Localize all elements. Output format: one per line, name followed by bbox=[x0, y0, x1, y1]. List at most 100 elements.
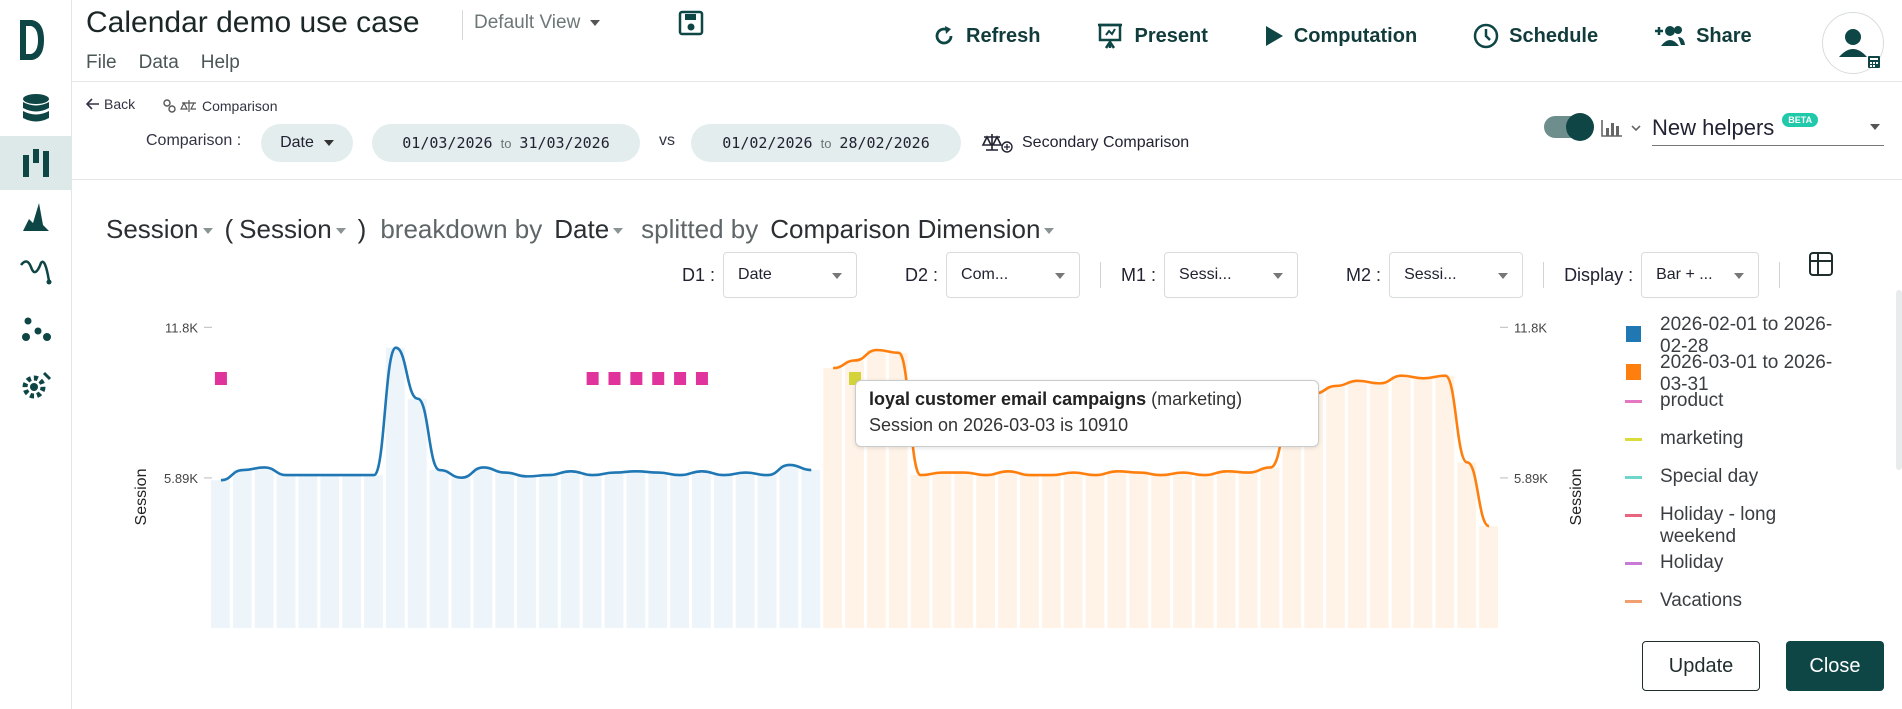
chart-bar[interactable] bbox=[976, 475, 996, 628]
sidebar-item-scatter[interactable] bbox=[0, 304, 72, 358]
legend-item[interactable]: Holiday bbox=[1622, 552, 1842, 590]
chart-bar[interactable] bbox=[604, 472, 624, 628]
chart-bar[interactable] bbox=[1063, 472, 1083, 628]
menu-help[interactable]: Help bbox=[200, 52, 240, 73]
date-range-primary[interactable]: 01/03/2026 to 31/03/2026 bbox=[372, 124, 640, 162]
chart-bar[interactable] bbox=[692, 471, 711, 628]
chart-bar[interactable] bbox=[954, 472, 974, 628]
comparison-toggle[interactable] bbox=[1544, 113, 1594, 141]
chart-bar[interactable] bbox=[779, 464, 799, 628]
event-marker[interactable] bbox=[586, 372, 599, 385]
m1-select[interactable]: Sessi... bbox=[1164, 252, 1299, 298]
event-marker[interactable] bbox=[630, 372, 643, 385]
chart-bar[interactable] bbox=[1216, 471, 1236, 628]
chart-bar[interactable] bbox=[626, 471, 646, 628]
sidebar-item-settings[interactable] bbox=[0, 358, 72, 412]
breakdown-select[interactable]: Date bbox=[554, 214, 624, 245]
avatar[interactable] bbox=[1822, 12, 1884, 74]
legend-item[interactable]: Holiday - long weekend bbox=[1622, 504, 1842, 547]
sidebar-item-distribution[interactable] bbox=[0, 190, 72, 244]
present-button[interactable]: Present bbox=[1096, 22, 1208, 50]
legend-item[interactable]: product bbox=[1622, 390, 1842, 428]
chart-bar[interactable] bbox=[1260, 467, 1280, 628]
view-selector[interactable]: Default View bbox=[474, 12, 601, 34]
series-line[interactable] bbox=[220, 346, 812, 482]
chart-bar[interactable] bbox=[1019, 475, 1039, 628]
measure-select[interactable]: Session bbox=[106, 214, 213, 245]
table-view-icon[interactable] bbox=[1808, 251, 1834, 277]
event-marker[interactable] bbox=[608, 372, 621, 385]
m2-select[interactable]: Sessi... bbox=[1389, 252, 1524, 298]
chart-bar[interactable] bbox=[1085, 475, 1105, 628]
comparison-dimension-select[interactable]: Date bbox=[261, 124, 353, 162]
chart-bar[interactable] bbox=[276, 475, 296, 628]
chart-bar[interactable] bbox=[451, 477, 471, 628]
measure2-select[interactable]: Session bbox=[239, 214, 346, 245]
chart-bar[interactable] bbox=[298, 475, 318, 628]
chart-bar[interactable] bbox=[1107, 471, 1127, 628]
chart-bar[interactable] bbox=[211, 480, 230, 628]
chart-bar[interactable] bbox=[670, 475, 690, 628]
chart-bar[interactable] bbox=[407, 398, 427, 628]
sidebar-item-trend[interactable] bbox=[0, 244, 72, 298]
chart-bar[interactable] bbox=[495, 472, 515, 628]
menu-file[interactable]: File bbox=[86, 52, 117, 73]
chart-bar[interactable] bbox=[1326, 385, 1345, 628]
chart-bar[interactable] bbox=[648, 472, 668, 628]
event-marker[interactable] bbox=[695, 372, 708, 385]
chart-bar[interactable] bbox=[1173, 472, 1192, 628]
chart-bar[interactable] bbox=[713, 475, 733, 628]
chart-bar[interactable] bbox=[254, 467, 274, 628]
share-button[interactable]: Share bbox=[1654, 22, 1752, 50]
chart-bar[interactable] bbox=[320, 475, 340, 628]
event-marker[interactable] bbox=[674, 372, 687, 385]
chart-bar[interactable] bbox=[998, 471, 1017, 628]
chart-bar[interactable] bbox=[560, 471, 580, 628]
chart-bar[interactable] bbox=[1435, 375, 1455, 628]
chart-bar[interactable] bbox=[517, 476, 536, 628]
chart-bar[interactable] bbox=[1479, 526, 1498, 628]
secondary-comparison-button[interactable]: Secondary Comparison bbox=[980, 132, 1189, 154]
schedule-button[interactable]: Schedule bbox=[1473, 22, 1598, 50]
date-range-secondary[interactable]: 01/02/2026 to 28/02/2026 bbox=[691, 124, 961, 162]
close-button[interactable]: Close bbox=[1786, 641, 1884, 691]
chart-bar[interactable] bbox=[385, 347, 405, 628]
chart-bar[interactable] bbox=[429, 470, 449, 628]
back-button[interactable]: Back bbox=[86, 96, 135, 112]
chart-bar[interactable] bbox=[1238, 472, 1258, 628]
series-line[interactable] bbox=[833, 348, 1490, 528]
sidebar-item-data[interactable] bbox=[0, 82, 72, 136]
chart-bar[interactable] bbox=[364, 475, 383, 628]
save-button[interactable] bbox=[678, 10, 704, 41]
sidebar-item-dashboard[interactable] bbox=[0, 136, 72, 190]
chart-bar[interactable] bbox=[1369, 383, 1389, 628]
chart-bar[interactable] bbox=[232, 470, 252, 628]
chart-bar[interactable] bbox=[910, 475, 930, 628]
legend-item[interactable]: Special day bbox=[1622, 466, 1842, 504]
legend-item[interactable]: 2026-03-01 to 2026-03-31 bbox=[1622, 352, 1842, 395]
legend-item[interactable]: Vacations bbox=[1622, 590, 1842, 628]
chart-bar[interactable] bbox=[823, 368, 843, 628]
chart-bar[interactable] bbox=[582, 475, 602, 628]
chart-bar[interactable] bbox=[1413, 378, 1433, 628]
update-button[interactable]: Update bbox=[1642, 641, 1760, 691]
d1-select[interactable]: Date bbox=[723, 252, 858, 298]
chart-bar[interactable] bbox=[1194, 475, 1214, 628]
chart-bar[interactable] bbox=[1304, 393, 1324, 628]
refresh-button[interactable]: Refresh bbox=[932, 22, 1040, 50]
chart-bar[interactable] bbox=[1129, 472, 1149, 628]
chart-type-selector[interactable] bbox=[1600, 118, 1642, 143]
chart-bar[interactable] bbox=[1391, 375, 1411, 628]
chart-bar[interactable] bbox=[538, 475, 558, 628]
legend-item[interactable]: 2026-02-01 to 2026-02-28 bbox=[1622, 314, 1842, 357]
menu-data[interactable]: Data bbox=[138, 52, 179, 73]
app-logo-icon[interactable] bbox=[18, 18, 46, 62]
chart-bar[interactable] bbox=[801, 470, 821, 628]
chart-bar[interactable] bbox=[735, 472, 755, 628]
chart-bar[interactable] bbox=[1151, 475, 1171, 628]
computation-button[interactable]: Computation bbox=[1264, 22, 1417, 50]
chart-bar[interactable] bbox=[473, 467, 493, 628]
chart-bar[interactable] bbox=[1347, 380, 1367, 628]
chart-bar[interactable] bbox=[932, 472, 952, 628]
event-marker[interactable] bbox=[214, 372, 227, 385]
